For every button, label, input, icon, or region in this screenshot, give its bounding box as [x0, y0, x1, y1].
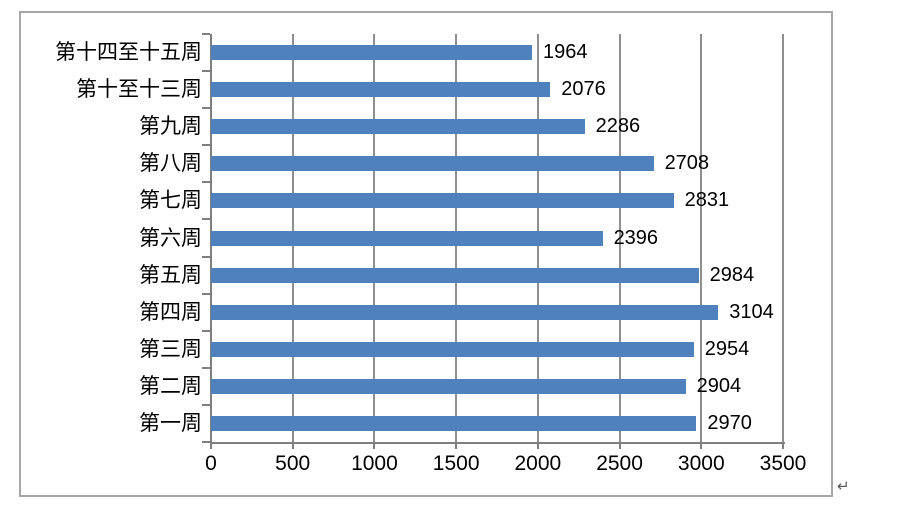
category-axis-label: 第四周: [139, 299, 202, 324]
gridline: [700, 34, 703, 442]
bar-value-label: 2076: [561, 78, 606, 101]
category-axis-label: 第一周: [139, 410, 202, 435]
y-axis-tick: [202, 181, 210, 184]
x-axis-tick-label: 2500: [596, 452, 643, 475]
category-axis-label: 第三周: [139, 336, 202, 361]
category-axis-label: 第十四至十五周: [55, 40, 202, 65]
gridline: [782, 34, 784, 442]
y-axis-tick: [202, 70, 210, 73]
bar-value-label: 2954: [704, 337, 750, 360]
x-axis-line: [210, 442, 785, 444]
bar-value-label: 2831: [684, 189, 730, 212]
category-axis-label: 第八周: [139, 151, 202, 176]
x-axis-tick-label: 500: [275, 452, 311, 475]
category-axis-label: 第五周: [139, 262, 202, 287]
y-axis-tick: [202, 255, 210, 258]
bar-第二周: [211, 378, 686, 394]
category-axis-label: 第七周: [139, 188, 202, 213]
y-axis-tick: [202, 366, 210, 369]
bar-value-label: 1964: [542, 41, 588, 64]
bar-第七周: [211, 193, 674, 209]
bar-第四周: [211, 304, 719, 320]
bar-第十四至十五周: [211, 45, 532, 61]
x-axis-tick: [700, 442, 703, 449]
x-axis-tick: [782, 442, 784, 449]
y-axis-tick: [202, 218, 210, 221]
bar-第九周: [211, 119, 585, 135]
bar-第十至十三周: [211, 82, 551, 98]
bar-value-label: 2970: [707, 411, 752, 434]
x-axis-tick-label: 3500: [759, 452, 807, 475]
y-axis-tick: [202, 107, 210, 110]
x-axis-tick-label: 0: [205, 452, 217, 475]
x-axis-tick-label: 2000: [514, 452, 562, 475]
x-axis-tick-label: 1000: [351, 452, 398, 475]
bar-value-label: 2904: [696, 374, 742, 397]
bar-value-label: 3104: [729, 300, 774, 323]
bar-value-label: 2984: [709, 263, 755, 286]
x-axis-tick: [291, 442, 294, 449]
bar-第五周: [211, 267, 699, 283]
x-axis-tick: [536, 442, 539, 449]
y-axis-tick: [202, 292, 210, 295]
bar-chart[interactable]: 0 500 1000 1500 2000 2500 3000 3500 1964 第十四至十五周 2…: [19, 11, 833, 497]
y-axis-tick: [202, 403, 210, 406]
y-axis-tick: [202, 144, 210, 147]
category-axis-label: 第九周: [139, 114, 202, 139]
x-axis-tick: [618, 442, 621, 449]
x-axis-tick: [210, 442, 212, 449]
category-axis-label: 第六周: [139, 225, 202, 250]
y-axis-tick: [202, 441, 210, 443]
category-axis-label: 第十至十三周: [76, 77, 202, 102]
bar-value-label: 2286: [595, 115, 641, 138]
bar-第三周: [211, 341, 694, 357]
y-axis-tick: [202, 329, 210, 332]
gridline: [618, 34, 621, 442]
x-axis-tick-label: 3000: [677, 452, 725, 475]
bar-第一周: [211, 415, 697, 431]
bar-value-label: 2708: [664, 152, 710, 175]
x-axis-tick: [373, 442, 376, 449]
bar-value-label: 2396: [613, 226, 659, 249]
y-axis-tick: [202, 33, 210, 35]
bar-第六周: [211, 230, 603, 246]
bar-第八周: [211, 156, 654, 172]
x-axis-tick: [455, 442, 458, 449]
x-axis-tick-label: 1500: [432, 452, 480, 475]
paragraph-return-mark: ↵: [837, 478, 850, 495]
category-axis-label: 第二周: [139, 373, 202, 398]
